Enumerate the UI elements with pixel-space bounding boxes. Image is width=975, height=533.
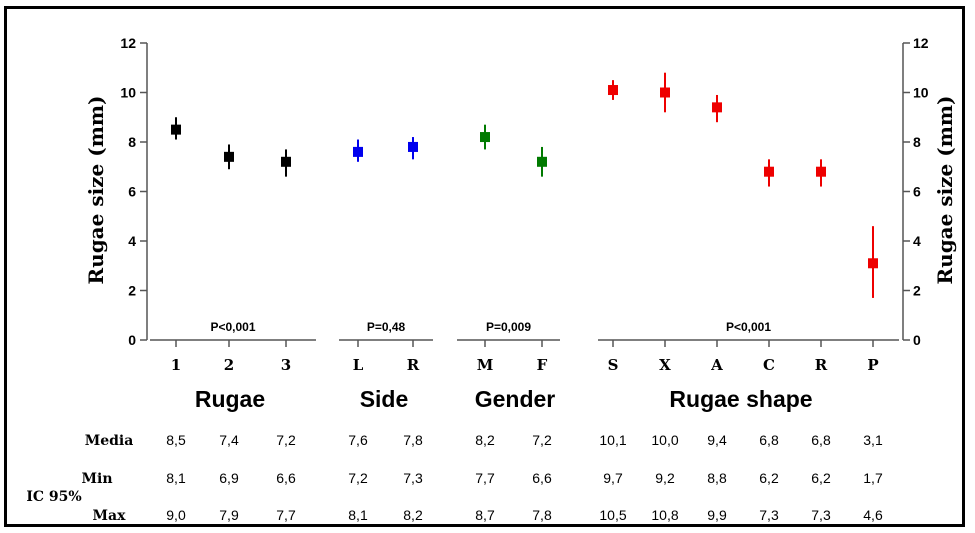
mean-marker (712, 102, 722, 113)
mean-marker (660, 87, 670, 98)
y-tick-label-left: 10 (120, 85, 136, 101)
x-tick-label: C (763, 356, 775, 374)
mean-marker (281, 156, 291, 167)
mean-marker (868, 258, 878, 269)
x-tick-label: 2 (224, 356, 234, 374)
table-cell: 1,7 (863, 470, 883, 486)
table-cell: 10,8 (651, 507, 678, 523)
group-pvalue-label: P<0,001 (210, 320, 255, 334)
y-tick-label-left: 12 (120, 35, 136, 51)
y-tick-label-left: 2 (128, 283, 136, 299)
x-tick-label: L (353, 356, 364, 374)
x-tick-label: X (659, 356, 671, 374)
table-cell: 3,1 (863, 432, 883, 448)
x-tick-label: P (867, 356, 878, 374)
ci-label: IC 95% (26, 489, 81, 505)
y-tick-label-left: 0 (128, 332, 136, 348)
y-tick-label-left: 8 (128, 134, 136, 150)
mean-marker (224, 151, 234, 162)
table-cell: 7,7 (276, 507, 296, 523)
mean-marker (171, 124, 181, 135)
table-cell: 8,8 (707, 470, 727, 486)
x-tick-label: 1 (171, 356, 181, 374)
group-title: Side (360, 386, 409, 412)
y-axis-title-left: Rugae size (mm) (84, 96, 108, 285)
y-tick-label-left: 4 (128, 233, 136, 249)
table-cell: 4,6 (863, 507, 883, 523)
table-cell: 7,8 (532, 507, 552, 523)
x-tick-label: S (608, 356, 619, 374)
y-tick-label-right: 8 (913, 134, 921, 150)
group-pvalue-label: P=0,009 (486, 320, 531, 334)
table-cell: 6,2 (759, 470, 779, 486)
table-cell: 7,3 (759, 507, 779, 523)
group-title: Rugae (195, 386, 265, 412)
mean-marker (608, 85, 618, 96)
mean-marker (408, 141, 418, 152)
table-row-label: Min (82, 471, 113, 487)
x-tick-label: F (537, 356, 548, 374)
x-tick-label: R (815, 356, 828, 374)
mean-marker (764, 166, 774, 177)
table-cell: 10,5 (599, 507, 626, 523)
table-cell: 9,7 (603, 470, 623, 486)
table-cell: 8,1 (166, 470, 186, 486)
mean-marker (816, 166, 826, 177)
group-pvalue-label: P=0,48 (367, 320, 406, 334)
table-cell: 8,1 (348, 507, 368, 523)
table-cell: 7,9 (219, 507, 239, 523)
y-tick-label-right: 0 (913, 332, 921, 348)
table-cell: 10,0 (651, 432, 678, 448)
table-cell: 7,2 (348, 470, 368, 486)
table-row-label: Max (93, 508, 127, 524)
table-cell: 9,4 (707, 432, 727, 448)
y-tick-label-right: 2 (913, 283, 921, 299)
table-cell: 9,2 (655, 470, 675, 486)
figure-frame (4, 6, 965, 527)
table-row-label: Media (85, 433, 134, 449)
x-tick-label: 3 (281, 356, 291, 374)
table-cell: 6,2 (811, 470, 831, 486)
y-tick-label-left: 6 (128, 184, 136, 200)
table-cell: 9,9 (707, 507, 727, 523)
table-cell: 8,2 (403, 507, 423, 523)
x-tick-label: R (407, 356, 420, 374)
mean-marker (480, 132, 490, 143)
table-cell: 7,4 (219, 432, 239, 448)
y-tick-label-right: 10 (913, 85, 929, 101)
group-pvalue-label: P<0,001 (726, 320, 771, 334)
table-cell: 6,6 (276, 470, 296, 486)
table-cell: 8,7 (475, 507, 495, 523)
y-axis-title-right: Rugae size (mm) (933, 96, 957, 285)
table-cell: 6,8 (759, 432, 779, 448)
table-cell: 6,6 (532, 470, 552, 486)
table-cell: 6,8 (811, 432, 831, 448)
table-cell: 6,9 (219, 470, 239, 486)
x-tick-label: M (477, 356, 494, 374)
table-cell: 7,2 (276, 432, 296, 448)
mean-marker (353, 146, 363, 157)
y-tick-label-right: 12 (913, 35, 929, 51)
table-cell: 7,3 (403, 470, 423, 486)
table-cell: 8,5 (166, 432, 186, 448)
table-cell: 9,0 (166, 507, 186, 523)
group-title: Gender (475, 386, 556, 412)
table-cell: 7,7 (475, 470, 495, 486)
table-cell: 7,6 (348, 432, 368, 448)
y-tick-label-right: 4 (913, 233, 921, 249)
table-cell: 10,1 (599, 432, 626, 448)
table-cell: 7,8 (403, 432, 423, 448)
y-tick-label-right: 6 (913, 184, 921, 200)
mean-marker (537, 156, 547, 167)
table-cell: 7,2 (532, 432, 552, 448)
table-cell: 8,2 (475, 432, 495, 448)
x-tick-label: A (710, 356, 723, 374)
group-title: Rugae shape (669, 386, 812, 412)
table-cell: 7,3 (811, 507, 831, 523)
